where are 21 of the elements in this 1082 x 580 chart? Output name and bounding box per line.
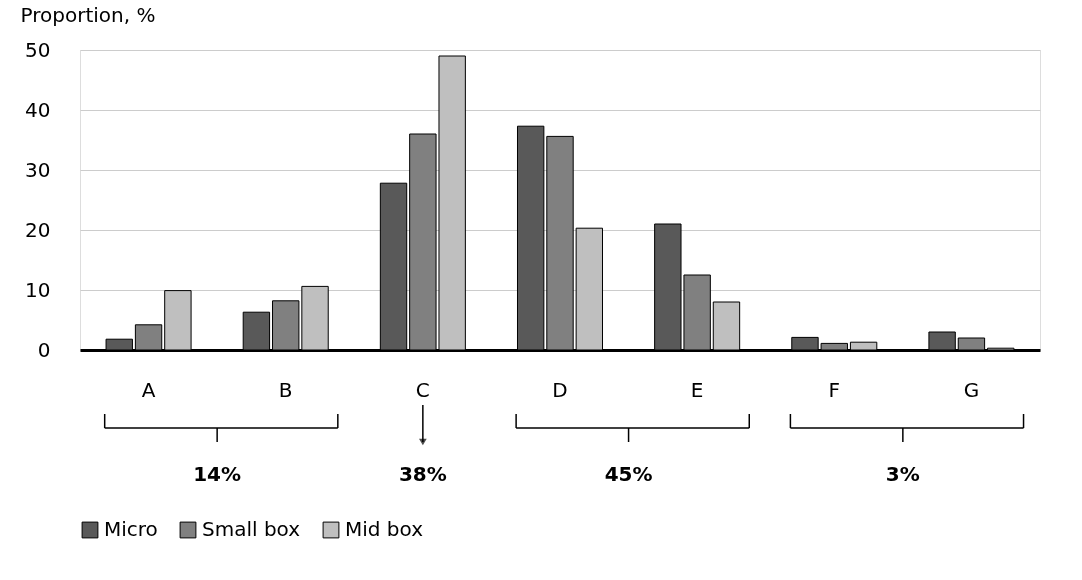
text: 3% [885, 462, 920, 486]
y-tick-label: 20 [25, 217, 51, 242]
text: 14% [193, 462, 242, 486]
x-tick-label: E [690, 377, 704, 402]
y-tick-label: 50 [25, 37, 51, 62]
x-tick-label: F [828, 377, 841, 402]
y-tick-label: 30 [25, 157, 51, 182]
y-tick-label: 0 [37, 337, 51, 362]
text: 38% [398, 462, 447, 486]
y-axis-title: Proportion, % [20, 2, 156, 27]
text: 45% [604, 462, 653, 486]
x-tick-label: B [278, 377, 293, 402]
x-tick-label: A [141, 377, 156, 402]
legend-label: Micro [104, 517, 158, 541]
x-tick-label: C [415, 377, 430, 402]
x-tick-label: G [963, 377, 980, 402]
x-tick-label: D [552, 377, 568, 402]
y-tick-label: 10 [25, 277, 51, 302]
legend-label: Mid box [345, 517, 424, 541]
legend-label: Small box [202, 517, 301, 541]
y-tick-label: 40 [25, 97, 51, 122]
